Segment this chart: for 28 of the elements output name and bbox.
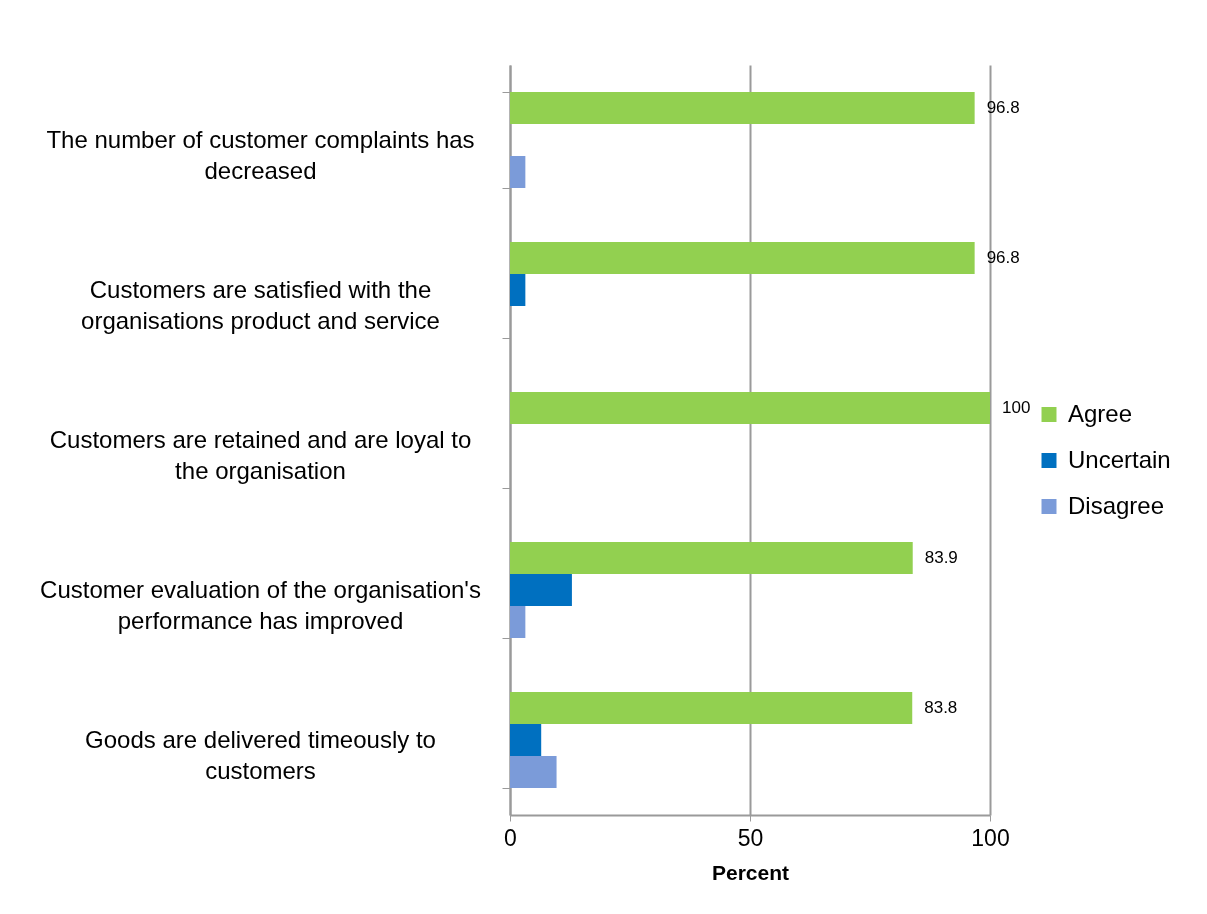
bar (510, 542, 913, 574)
data-label: 96.8 (986, 248, 1020, 267)
bar (510, 756, 557, 788)
legend-label: Disagree (1068, 491, 1165, 519)
bar (510, 92, 975, 124)
bar (510, 724, 542, 756)
data-label: 83.9 (924, 548, 958, 567)
y-tick-label: The number of customer complaints has decreased (46, 125, 475, 184)
x-tick-label: 0 (504, 824, 517, 851)
bar (510, 242, 975, 274)
legend-label: Agree (1068, 399, 1133, 427)
y-tick-label: Customers are retained and are loyal to the organisation (49, 425, 472, 484)
y-tick-label: Customers are satisfied with the organisations product and service (81, 275, 440, 334)
x-axis-title: Percent (711, 860, 790, 884)
legend-label: Uncertain (1068, 445, 1171, 473)
data-label: 96.8 (986, 98, 1020, 117)
bar (510, 574, 572, 606)
bar (510, 392, 990, 424)
bar (510, 274, 526, 306)
x-tick-label: 100 (971, 824, 1010, 851)
data-label: 100 (1002, 398, 1031, 417)
data-label: 83.8 (924, 698, 958, 717)
y-tick-label: Goods are delivered timeously to customers (85, 725, 436, 784)
bar (510, 156, 526, 188)
x-tick-label: 50 (737, 824, 764, 851)
bar (510, 692, 913, 724)
bar (510, 606, 526, 638)
y-tick-label: Customer evaluation of the organisation's performance has improved (40, 575, 481, 634)
